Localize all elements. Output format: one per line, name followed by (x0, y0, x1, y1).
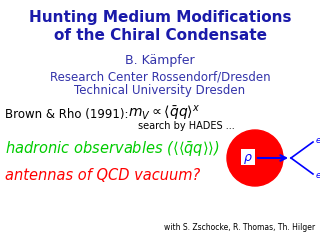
Text: Technical University Dresden: Technical University Dresden (75, 84, 245, 97)
Text: of the Chiral Condensate: of the Chiral Condensate (53, 28, 267, 43)
Text: hadronic observables ($\langle\langle \bar{q}q \rangle\rangle$): hadronic observables ($\langle\langle \b… (5, 140, 220, 159)
FancyBboxPatch shape (241, 149, 255, 165)
Text: with S. Zschocke, R. Thomas, Th. Hilger: with S. Zschocke, R. Thomas, Th. Hilger (164, 223, 315, 232)
Text: Research Center Rossendorf/Dresden: Research Center Rossendorf/Dresden (50, 70, 270, 83)
Text: $e^-$: $e^-$ (315, 171, 320, 181)
Text: B. Kämpfer: B. Kämpfer (125, 54, 195, 67)
Text: $m_V \propto \langle \bar{q}q \rangle^x$: $m_V \propto \langle \bar{q}q \rangle^x$ (128, 104, 200, 123)
Text: antennas of QCD vacuum?: antennas of QCD vacuum? (5, 168, 200, 183)
Text: search by HADES ...: search by HADES ... (138, 121, 235, 131)
Text: $\rho$: $\rho$ (243, 152, 253, 166)
Text: $e^+$: $e^+$ (315, 134, 320, 146)
Circle shape (227, 130, 283, 186)
Text: Brown & Rho (1991):: Brown & Rho (1991): (5, 108, 129, 121)
Text: Hunting Medium Modifications: Hunting Medium Modifications (29, 10, 291, 25)
